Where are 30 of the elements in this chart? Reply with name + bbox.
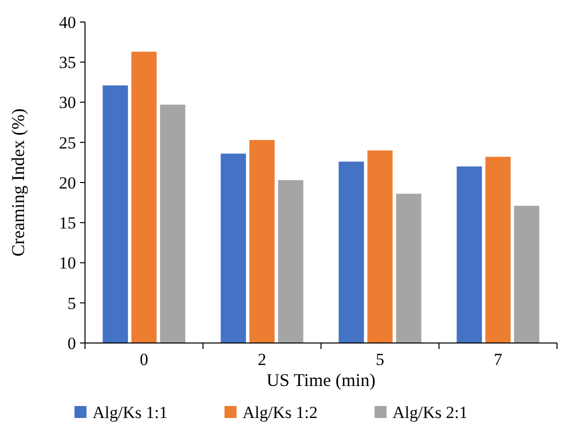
bar (485, 156, 511, 343)
bar (456, 166, 482, 343)
legend-label: Alg/Ks 2:1 (392, 402, 468, 422)
bar (160, 104, 186, 343)
bar (102, 85, 128, 343)
y-tick-label: 25 (59, 133, 76, 152)
x-tick-label: 0 (140, 350, 148, 369)
y-axis-title: Creaming Index (%) (8, 108, 28, 256)
x-tick-label: 2 (258, 350, 266, 369)
bar (220, 154, 246, 343)
x-axis-title: US Time (min) (266, 370, 376, 390)
bar (278, 180, 304, 343)
y-tick-label: 20 (59, 173, 76, 192)
y-tick-label: 5 (68, 294, 76, 313)
y-tick-label: 10 (59, 254, 76, 273)
y-tick-label: 30 (59, 93, 76, 112)
x-tick-label: 7 (494, 350, 503, 369)
y-tick-label: 35 (59, 53, 76, 72)
x-tick-label: 5 (376, 350, 384, 369)
y-tick-label: 15 (59, 214, 76, 233)
bar (367, 150, 393, 343)
bar (338, 162, 364, 343)
bar (396, 194, 422, 343)
y-tick-label: 0 (68, 334, 76, 353)
y-tick-label: 40 (59, 12, 76, 32)
legend-label: Alg/Ks 1:2 (242, 402, 318, 422)
bar (514, 206, 540, 343)
bar (131, 52, 157, 343)
bar (249, 140, 275, 343)
legend-label: Alg/Ks 1:1 (92, 402, 168, 422)
